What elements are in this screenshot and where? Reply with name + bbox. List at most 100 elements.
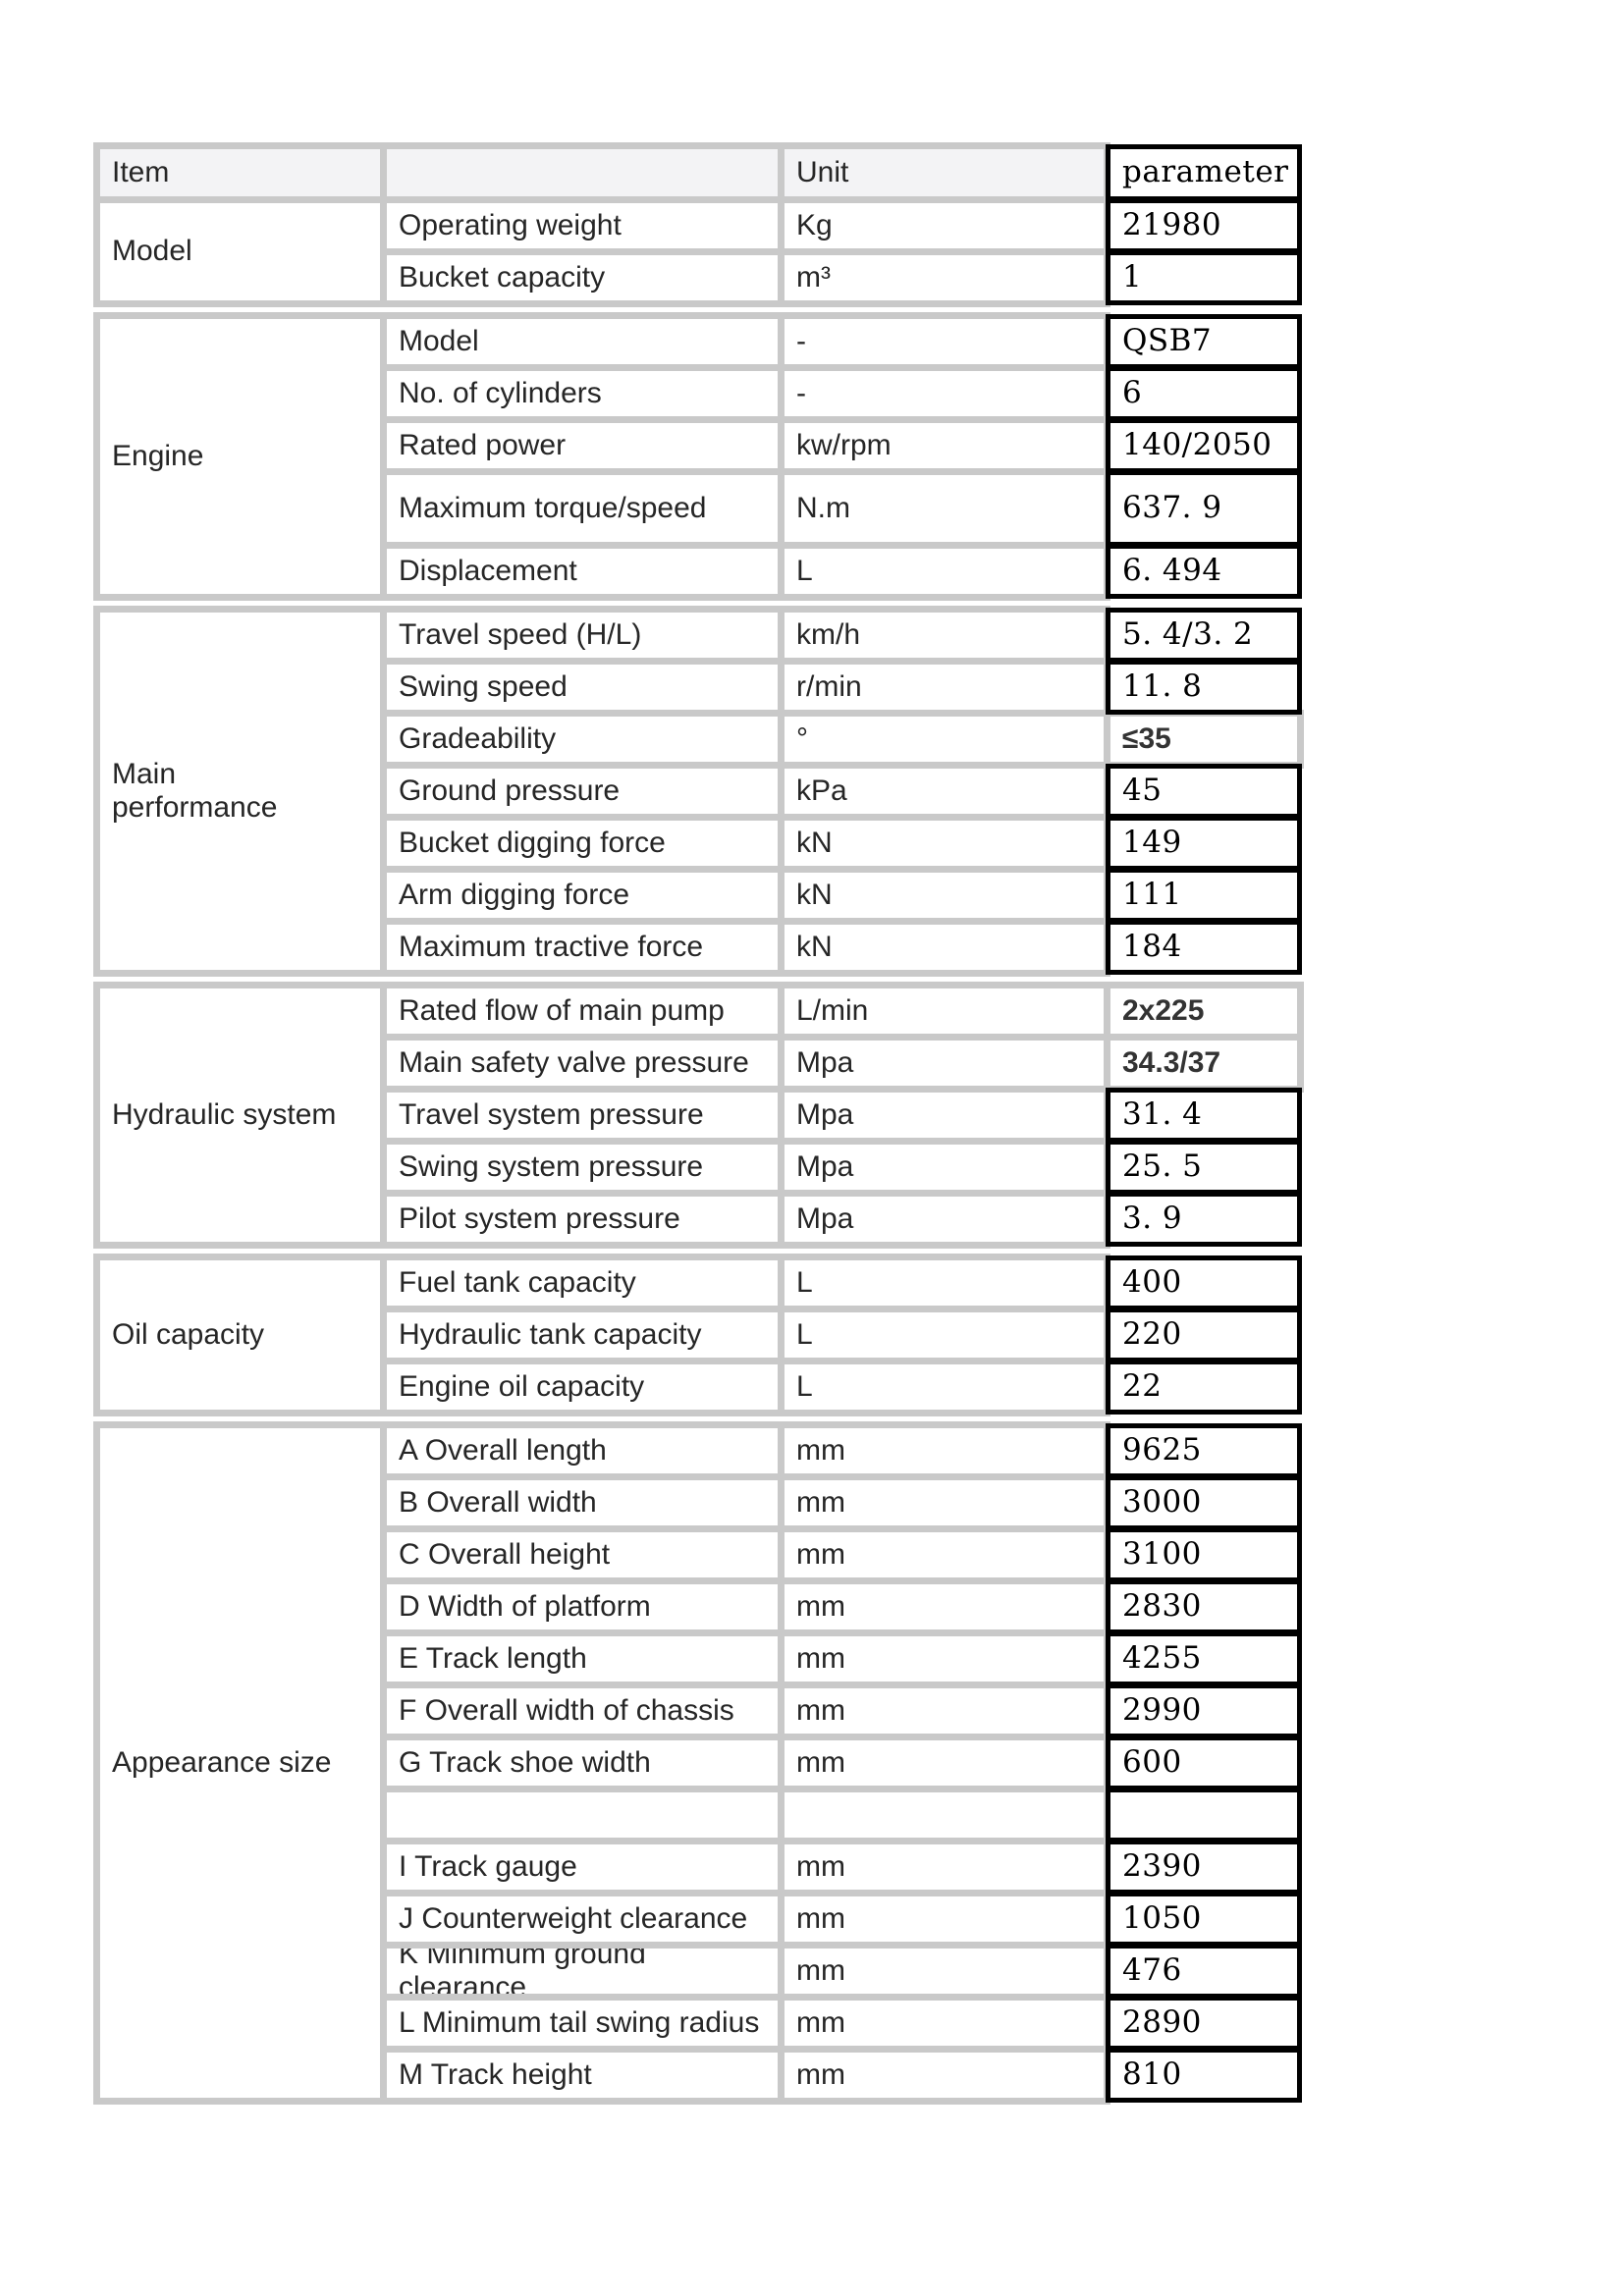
row-unit-cell: Kg [785, 203, 1104, 248]
row-unit-cell: L [785, 549, 1104, 594]
row-value-cell: 184 [1110, 925, 1297, 970]
row-unit-cell: Mpa [785, 1093, 1104, 1138]
group-label-text: Appearance size [112, 1745, 332, 1779]
row-value-cell [1110, 1792, 1297, 1838]
row-value-text: 476 [1122, 1952, 1182, 1989]
row-label-cell: Engine oil capacity [387, 1364, 778, 1410]
row-value-cell: 111 [1110, 873, 1297, 918]
row-value-cell: 31. 4 [1110, 1093, 1297, 1138]
row-value-text: 4255 [1122, 1640, 1202, 1677]
row-value-text: 25. 5 [1122, 1148, 1203, 1185]
row-label-text: K Minimum ground clearance [399, 1949, 655, 1994]
row-value-text: 149 [1122, 825, 1182, 861]
row-unit-cell: r/min [785, 665, 1104, 710]
row-unit-cell: mm [785, 2053, 1104, 2098]
group-label-text: Engine [112, 439, 204, 472]
row-unit-text: mm [796, 1641, 845, 1675]
row-unit-text: L [796, 1317, 813, 1351]
row-unit-text: kN [796, 878, 833, 911]
row-label-cell: Swing system pressure [387, 1145, 778, 1190]
row-value-cell: 1 [1110, 255, 1297, 300]
group-label-text: Oil capacity [112, 1317, 265, 1351]
group-label-cell: Hydraulic system [100, 988, 380, 1242]
row-value-cell: 476 [1110, 1949, 1297, 1994]
row-label-cell: No. of cylinders [387, 371, 778, 416]
row-label-cell: Swing speed [387, 665, 778, 710]
row-value-cell: 5. 4/3. 2 [1110, 613, 1297, 658]
row-value-cell: 3100 [1110, 1532, 1297, 1577]
row-unit-text: m³ [796, 260, 831, 294]
row-value-text: 11. 8 [1122, 668, 1203, 705]
row-unit-text: Kg [796, 208, 833, 241]
row-unit-text: mm [796, 1433, 845, 1467]
row-value-text: 21980 [1122, 207, 1222, 243]
row-unit-text: r/min [796, 669, 862, 703]
row-value-text: 140/2050 [1122, 427, 1272, 463]
row-unit-cell: mm [785, 1896, 1104, 1942]
row-unit-cell: L/min [785, 988, 1104, 1034]
header-item: Item [100, 149, 380, 196]
row-label-text: Model [399, 324, 479, 357]
row-label-text: B Overall width [399, 1485, 597, 1519]
row-unit-text: mm [796, 1589, 845, 1623]
row-unit-cell: - [785, 319, 1104, 364]
row-unit-text: Mpa [796, 1201, 854, 1235]
row-unit-cell: mm [785, 1480, 1104, 1525]
row-label-cell: Pilot system pressure [387, 1197, 778, 1242]
row-label-text: Engine oil capacity [399, 1369, 645, 1403]
group-label-text: Main performance [112, 757, 278, 825]
row-label-text: Travel system pressure [399, 1097, 704, 1131]
row-label-cell: Hydraulic tank capacity [387, 1312, 778, 1358]
row-label-text: Ground pressure [399, 774, 621, 807]
row-label-text: J Counterweight clearance [399, 1901, 748, 1935]
row-unit-cell: mm [785, 1636, 1104, 1682]
row-value-text: 34.3/37 [1122, 1045, 1221, 1079]
row-value-cell: 2890 [1110, 2001, 1297, 2046]
row-label-cell: J Counterweight clearance [387, 1896, 778, 1942]
row-label-cell: Travel speed (H/L) [387, 613, 778, 658]
row-value-cell: 600 [1110, 1740, 1297, 1786]
group-label-cell: Appearance size [100, 1428, 380, 2098]
row-label-text: Pilot system pressure [399, 1201, 680, 1235]
row-unit-cell: mm [785, 1844, 1104, 1890]
row-value-text: 2830 [1122, 1588, 1202, 1625]
row-value-text: ≤35 [1122, 721, 1171, 755]
row-unit-cell: mm [785, 1740, 1104, 1786]
row-value-cell: 637. 9 [1110, 475, 1297, 542]
row-value-cell: 1050 [1110, 1896, 1297, 1942]
row-unit-cell: N.m [785, 475, 1104, 542]
row-unit-cell: kN [785, 925, 1104, 970]
row-label-text: Swing system pressure [399, 1149, 704, 1183]
row-label-cell [387, 1792, 778, 1838]
row-value-text: 6. 494 [1122, 553, 1222, 589]
row-label-text: Main safety valve pressure [399, 1045, 749, 1079]
row-label-text: Rated power [399, 428, 567, 461]
row-label-cell: M Track height [387, 2053, 778, 2098]
row-unit-text: mm [796, 1485, 845, 1519]
row-label-text: Bucket digging force [399, 826, 666, 859]
row-unit-cell: m³ [785, 255, 1104, 300]
row-value-text: 184 [1122, 929, 1182, 965]
row-label-text: C Overall height [399, 1537, 611, 1571]
row-unit-text: L [796, 1369, 813, 1403]
row-label-text: Arm digging force [399, 878, 630, 911]
row-value-cell: 810 [1110, 2053, 1297, 2098]
row-value-cell: QSB7 [1110, 319, 1297, 364]
row-label-cell: Displacement [387, 549, 778, 594]
row-unit-text: mm [796, 1953, 845, 1987]
group-label-cell: Main performance [100, 613, 380, 970]
row-value-text: 2890 [1122, 2004, 1202, 2041]
row-label-cell: Gradeability [387, 717, 778, 762]
row-label-cell: Ground pressure [387, 769, 778, 814]
row-unit-cell: mm [785, 1532, 1104, 1577]
header-sub [387, 149, 778, 196]
row-label-cell: Main safety valve pressure [387, 1041, 778, 1086]
row-label-cell: G Track shoe width [387, 1740, 778, 1786]
row-value-cell: 2x225 [1110, 988, 1297, 1034]
row-value-cell: ≤35 [1110, 717, 1297, 762]
header-unit: Unit [785, 149, 1104, 196]
row-label-cell: Arm digging force [387, 873, 778, 918]
row-value-cell: 140/2050 [1110, 423, 1297, 468]
row-label-cell: Maximum torque/speed [387, 475, 778, 542]
row-label-cell: A Overall length [387, 1428, 778, 1473]
